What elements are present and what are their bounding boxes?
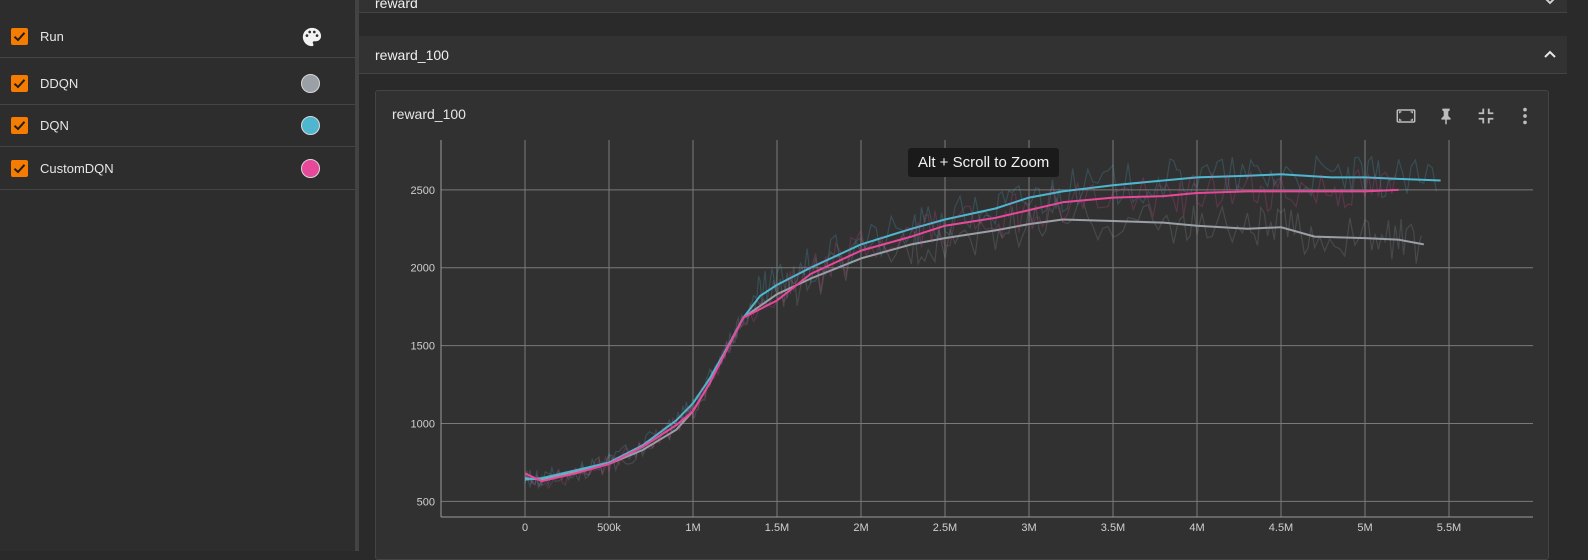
- x-tick-label: 500k: [597, 522, 621, 534]
- x-tick-label: 5.5M: [1437, 522, 1461, 534]
- y-tick-label: 500: [417, 496, 435, 508]
- run-row-customdqn[interactable]: CustomDQN: [0, 148, 355, 190]
- zoom-tooltip: Alt + Scroll to Zoom: [908, 148, 1060, 177]
- y-tick-label: 1000: [411, 419, 435, 431]
- checkmark-icon: [13, 121, 26, 131]
- x-tick-label: 3M: [1021, 522, 1036, 534]
- chart-tick-labels: 0 500k 1M 1.5M 2M 2.5M 3M 3.5M 4M 4.5M 5M 5.5M 500 10…: [411, 185, 1462, 534]
- sidebar-resize-handle[interactable]: [355, 0, 359, 551]
- x-tick-label: 4M: [1189, 522, 1204, 534]
- chart-grid: [440, 140, 1533, 518]
- chevron-down-icon[interactable]: [1543, 0, 1557, 6]
- series-line-customdqn[interactable]: [524, 188, 1399, 483]
- collapse-icon[interactable]: [1475, 105, 1497, 127]
- run-label-header: Run: [40, 29, 64, 44]
- chevron-up-icon[interactable]: [1543, 49, 1557, 59]
- card-title: reward_100: [392, 106, 466, 122]
- series-raw-ddqn: [524, 196, 1422, 490]
- more-vert-icon[interactable]: [1514, 105, 1536, 127]
- runs-sidebar: Run DDQN DQN CustomDQN: [0, 0, 355, 551]
- group-header-reward-100[interactable]: reward_100: [359, 36, 1567, 74]
- series-line-ddqn[interactable]: [524, 218, 1424, 481]
- run-checkbox-all[interactable]: [11, 28, 28, 45]
- x-tick-label: 1.5M: [765, 522, 789, 534]
- chart-series: [524, 154, 1441, 490]
- run-checkbox-customdqn[interactable]: [11, 160, 28, 177]
- x-tick-label: 1M: [685, 522, 700, 534]
- group-header-reward[interactable]: reward: [359, 0, 1567, 13]
- run-color-swatch-customdqn[interactable]: [301, 159, 320, 178]
- run-color-swatch-ddqn[interactable]: [301, 74, 320, 93]
- checkmark-icon: [13, 79, 26, 89]
- series-line-dqn[interactable]: [524, 173, 1441, 481]
- x-tick-label: 3.5M: [1101, 522, 1125, 534]
- y-tick-label: 1500: [411, 341, 435, 353]
- run-checkbox-dqn[interactable]: [11, 117, 28, 134]
- group-title-reward: reward: [375, 0, 418, 11]
- x-tick-label: 4.5M: [1269, 522, 1293, 534]
- run-checkbox-ddqn[interactable]: [11, 75, 28, 92]
- checkmark-icon: [13, 32, 26, 42]
- group-title-reward-100: reward_100: [375, 47, 449, 63]
- run-color-swatch-dqn[interactable]: [301, 116, 320, 135]
- y-tick-label: 2000: [411, 263, 435, 275]
- palette-icon[interactable]: [301, 26, 323, 48]
- y-tick-label: 2500: [411, 185, 435, 197]
- series-raw-dqn: [524, 154, 1437, 489]
- x-tick-label: 5M: [1357, 522, 1372, 534]
- run-label-ddqn: DDQN: [40, 76, 79, 91]
- x-tick-label: 2M: [853, 522, 868, 534]
- run-row-ddqn[interactable]: DDQN: [0, 63, 355, 105]
- fit-domain-icon[interactable]: [1395, 105, 1417, 127]
- run-label-dqn: DQN: [40, 118, 69, 133]
- run-row-header[interactable]: Run: [0, 16, 355, 58]
- x-tick-label: 0: [522, 522, 528, 534]
- pin-icon[interactable]: [1435, 105, 1457, 127]
- run-label-customdqn: CustomDQN: [40, 161, 114, 176]
- x-tick-label: 2.5M: [933, 522, 957, 534]
- checkmark-icon: [13, 164, 26, 174]
- run-row-dqn[interactable]: DQN: [0, 105, 355, 147]
